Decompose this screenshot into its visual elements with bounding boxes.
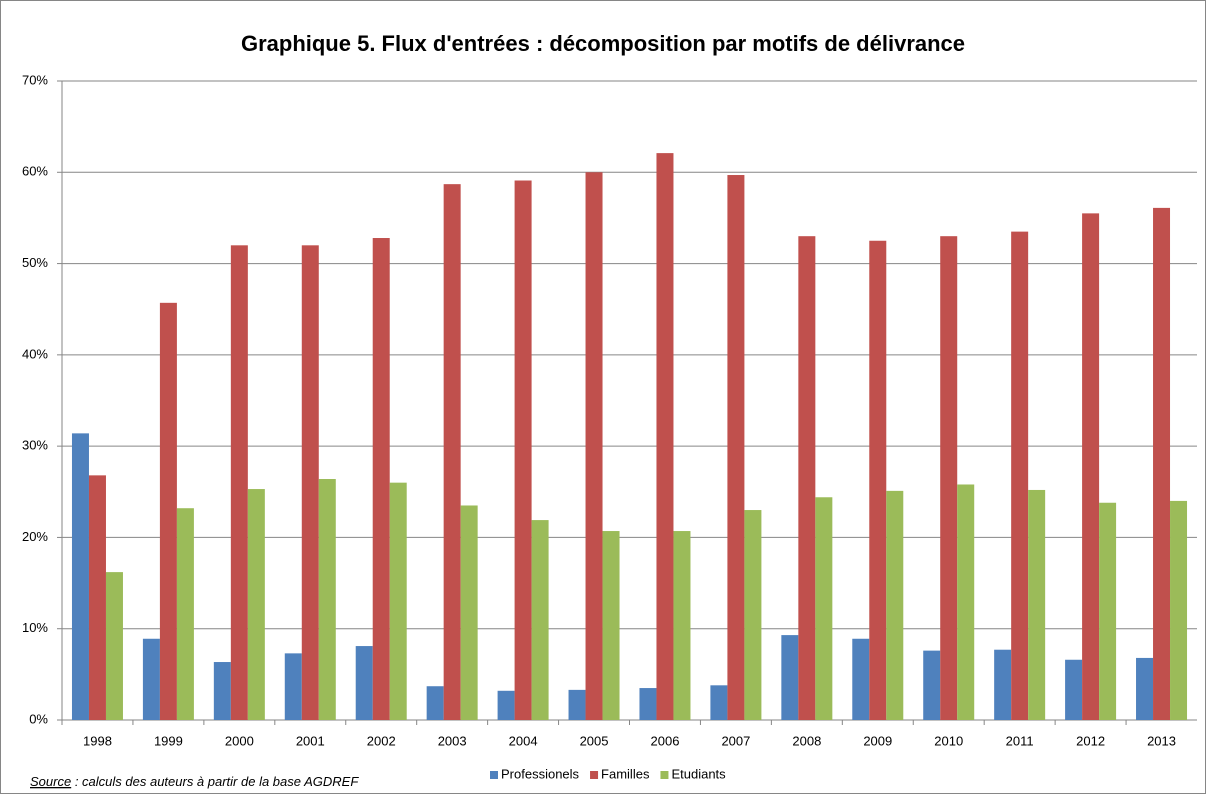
x-tick-label: 2009 [863,733,892,748]
x-tick-label: 2013 [1147,733,1176,748]
bar [886,490,904,720]
bar [923,650,941,720]
source-note: Source : calculs des auteurs à partir de… [30,774,359,789]
x-tick-label: 2001 [296,733,325,748]
legend-swatch [490,771,498,779]
y-tick-label: 40% [22,346,48,361]
bar [71,433,89,720]
bar [1082,213,1100,720]
y-tick-label: 10% [22,620,48,635]
bar [781,635,799,720]
bar [318,479,336,720]
bar [602,531,620,720]
bar [710,685,728,720]
bar [159,302,177,720]
x-tick-label: 2011 [1006,733,1034,748]
x-tick-label: 2002 [367,733,396,748]
bar [1170,500,1188,720]
bar [247,489,265,720]
bar [1028,489,1046,720]
bar [852,638,870,720]
y-tick-label: 30% [22,438,48,453]
legend-label: Professionels [501,766,580,781]
y-tick-label: 0% [29,711,48,726]
y-tick-label: 50% [22,255,48,270]
bar [372,238,390,721]
x-tick-label: 1999 [154,733,183,748]
source-label: Source [30,774,71,789]
bar [798,236,816,720]
x-tick-label: 2008 [792,733,821,748]
bar [994,649,1012,720]
bar [460,505,478,720]
bar [497,690,515,720]
legend-label: Familles [601,766,650,781]
bar [284,653,302,720]
bar [301,245,319,721]
bar [88,475,106,720]
bar [176,508,194,720]
bar [957,484,975,720]
bar [389,482,407,720]
x-tick-label: 2004 [509,733,538,748]
bar [568,689,586,720]
bar [105,572,123,720]
x-tick-label: 2007 [721,733,750,748]
y-tick-label: 60% [22,164,48,179]
bar [940,236,958,720]
bar [213,662,231,720]
bar [585,172,603,721]
bar [1099,502,1117,720]
bar [727,175,745,720]
bar [355,646,373,720]
bar [443,184,461,721]
bar [673,531,691,720]
chart-title: Graphique 5. Flux d'entrées : décomposit… [241,31,965,56]
x-tick-label: 2006 [651,733,680,748]
legend-swatch [660,771,669,779]
bar [815,497,833,720]
bar [1011,231,1029,720]
bar [1065,659,1083,720]
y-tick-label: 20% [22,529,48,544]
bar [1136,657,1154,720]
bar [230,245,248,721]
bar [142,638,160,720]
legend-label: Etudiants [671,766,726,781]
x-tick-label: 2010 [934,733,963,748]
source-text: : calculs des auteurs à partir de la bas… [71,774,359,789]
x-tick-label: 2003 [438,733,467,748]
bar [656,153,674,720]
x-tick-label: 2012 [1076,733,1105,748]
bar [1153,207,1171,720]
x-tick-label: 1998 [83,733,112,748]
y-tick-label: 70% [22,72,48,87]
bar [639,688,657,720]
x-tick-label: 2005 [580,733,609,748]
x-tick-label: 2000 [225,733,254,748]
bar [514,180,532,720]
bar [744,510,762,720]
legend-swatch [590,771,599,779]
bar [426,686,444,720]
bar [869,240,887,720]
bar [531,520,549,720]
